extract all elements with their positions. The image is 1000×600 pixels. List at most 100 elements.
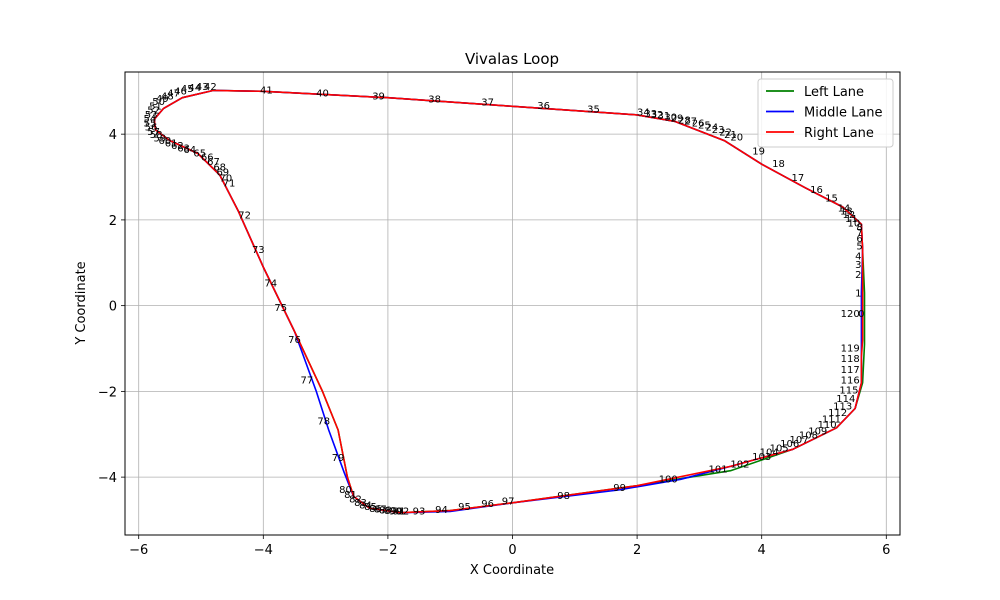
x-tick-label: 0 [508, 543, 516, 558]
waypoint-label: 119 [841, 344, 860, 355]
waypoint-label: 80 [339, 485, 352, 496]
waypoint-label: 99 [613, 483, 626, 494]
waypoint-label: 25 [698, 121, 711, 132]
waypoint-label: 86 [369, 504, 382, 515]
waypoint-label: 18 [772, 159, 785, 170]
waypoint-label: 71 [223, 178, 236, 189]
x-tick-label: −4 [254, 543, 273, 558]
waypoint-label: 36 [537, 101, 550, 112]
legend: Left Lane Middle Lane Right Lane [757, 78, 894, 148]
waypoint-label: 103 [752, 452, 771, 463]
x-tick-label: −6 [129, 543, 148, 558]
waypoint-label: 83 [354, 498, 367, 509]
waypoint-label: 51 [149, 101, 162, 112]
waypoint-label: 115 [839, 386, 858, 397]
waypoint-label: 31 [658, 111, 671, 122]
waypoint-label: 47 [167, 88, 180, 99]
waypoint-label: 72 [238, 211, 251, 222]
waypoint-label: 57 [147, 127, 160, 138]
waypoint-label: 62 [171, 141, 184, 152]
waypoint-label: 4 [855, 251, 861, 262]
waypoint-label: 91 [393, 506, 406, 517]
x-tick-label: 2 [633, 543, 641, 558]
waypoint-labels: 1200123456781011121314151617181920212223… [144, 82, 865, 517]
waypoint-label: 75 [274, 303, 287, 314]
waypoint-label: 23 [712, 125, 725, 136]
waypoint-label: 79 [332, 453, 345, 464]
waypoint-label: 106 [780, 439, 799, 450]
waypoint-label: 89 [384, 506, 397, 517]
waypoint-label: 84 [359, 500, 372, 511]
waypoint-label: 50 [152, 97, 165, 108]
x-tick-label: −2 [378, 543, 397, 558]
waypoint-label: 112 [828, 408, 847, 419]
y-axis-title: Y Coordinate [74, 261, 89, 345]
waypoint-label: 110 [818, 420, 837, 431]
waypoint-label: 44 [188, 83, 201, 94]
waypoint-label: 55 [144, 118, 157, 129]
waypoint-label: 42 [204, 82, 217, 93]
waypoint-label: 69 [216, 168, 229, 179]
waypoint-label: 59 [154, 133, 167, 144]
waypoint-label: 100 [659, 474, 678, 485]
waypoint-label: 66 [201, 153, 214, 164]
waypoint-label: 29 [671, 114, 684, 125]
waypoint-label: 109 [808, 426, 827, 437]
waypoint-label: 65 [193, 148, 206, 159]
waypoint-label: 61 [165, 139, 178, 150]
waypoint-label: 7 [856, 228, 862, 239]
legend-entry: Middle Lane [804, 106, 883, 121]
waypoint-label: 116 [841, 376, 860, 387]
waypoint-label: 19 [752, 146, 765, 157]
waypoint-label: 11 [845, 214, 858, 225]
waypoint-label: 34 [637, 108, 650, 119]
waypoint-label: 14 [838, 203, 851, 214]
waypoint-label: 101 [709, 464, 728, 475]
waypoint-label: 30 [664, 112, 677, 123]
waypoint-label: 6 [856, 234, 862, 245]
waypoint-label: 52 [147, 106, 160, 117]
waypoint-label: 77 [301, 376, 314, 387]
x-tick-label: 6 [882, 543, 890, 558]
waypoint-label: 96 [481, 499, 494, 510]
y-tick-label: 0 [109, 300, 117, 315]
chart-title: Vivalas Loop [465, 50, 559, 68]
waypoint-label: 8 [856, 223, 862, 234]
waypoint-label: 35 [587, 105, 600, 116]
waypoint-label: 85 [364, 502, 377, 513]
waypoint-label: 108 [799, 431, 818, 442]
x-tick-label: 4 [758, 543, 766, 558]
waypoint-label: 46 [174, 86, 187, 97]
waypoint-label: 1 [855, 289, 861, 300]
waypoint-label: 56 [145, 123, 158, 134]
waypoint-label: 20 [730, 133, 743, 144]
waypoint-label: 40 [316, 88, 329, 99]
waypoint-label: 3 [855, 260, 861, 271]
waypoint-label: 93 [413, 506, 426, 517]
waypoint-label: 105 [770, 443, 789, 454]
waypoint-label: 38 [428, 94, 441, 105]
waypoint-label: 28 [678, 115, 691, 126]
waypoint-label: 13 [840, 206, 853, 217]
waypoint-label: 43 [196, 82, 209, 93]
waypoint-label: 45 [181, 84, 194, 95]
waypoint-label: 63 [177, 143, 190, 154]
waypoint-label: 33 [644, 109, 657, 120]
waypoint-label: 118 [841, 354, 860, 365]
waypoint-label: 39 [372, 91, 385, 102]
waypoint-label: 58 [150, 130, 163, 141]
waypoint-label: 26 [692, 118, 705, 129]
waypoint-label: 120 [841, 309, 860, 320]
legend-entry: Left Lane [804, 85, 864, 100]
waypoint-label: 113 [833, 401, 852, 412]
waypoint-label: 22 [719, 127, 732, 138]
waypoint-label: 92 [396, 506, 409, 517]
waypoint-label: 78 [317, 416, 330, 427]
waypoint-label: 70 [220, 173, 233, 184]
waypoint-label: 12 [843, 210, 856, 221]
waypoint-label: 94 [435, 505, 448, 516]
waypoint-label: 24 [705, 123, 718, 134]
waypoint-label: 16 [810, 185, 823, 196]
waypoint-label: 48 [161, 91, 174, 102]
